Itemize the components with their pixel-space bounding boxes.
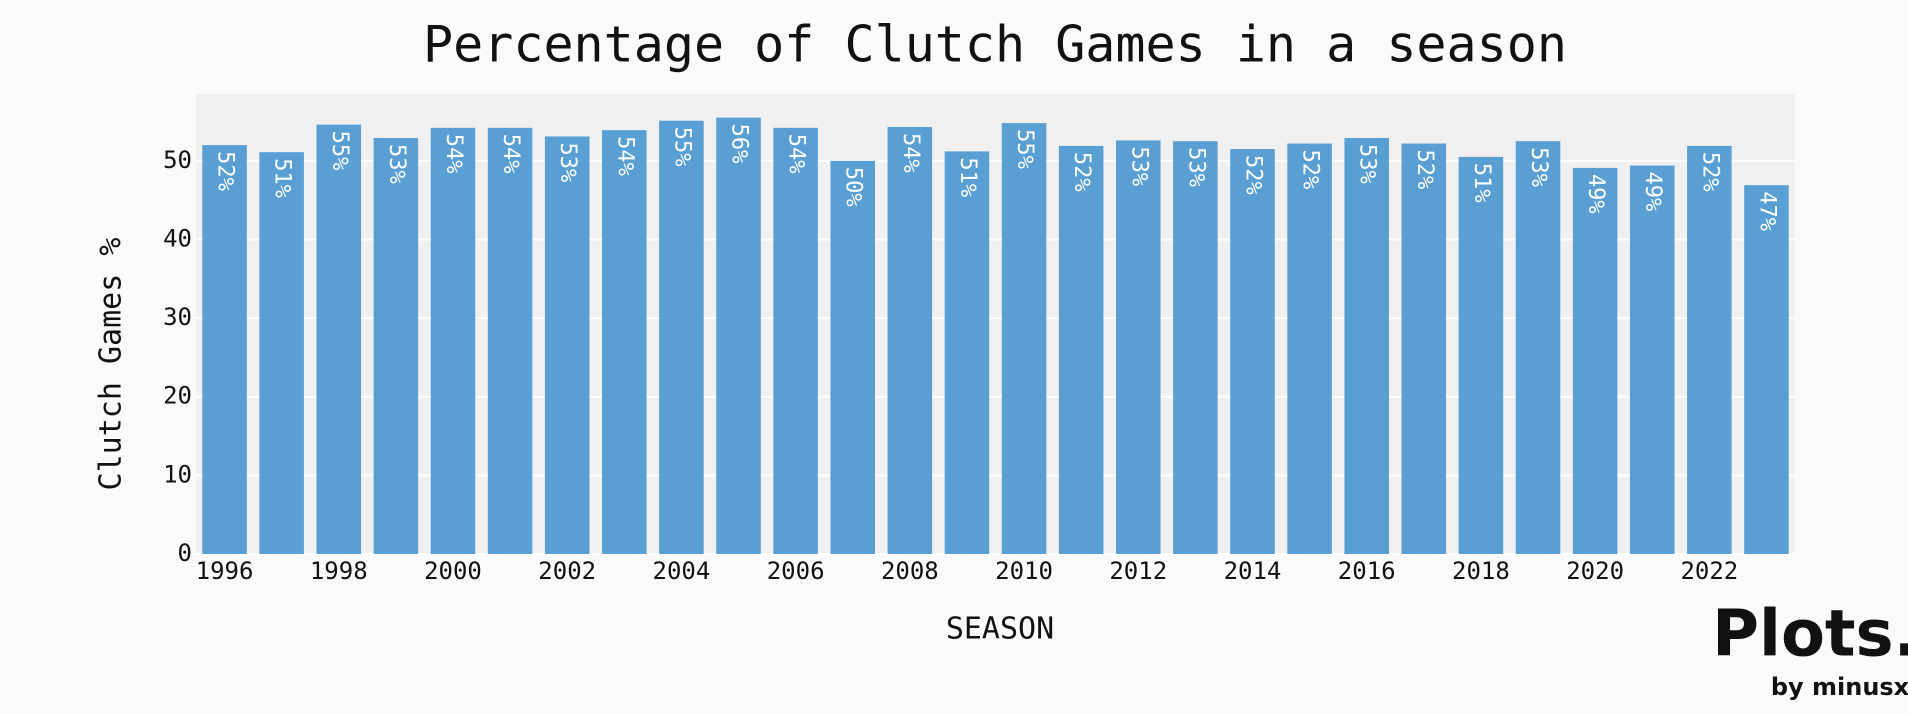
value-label: 52% [1298, 150, 1323, 190]
x-tick-label: 2016 [1338, 557, 1396, 585]
bar [373, 138, 419, 555]
bar [430, 127, 476, 555]
bar [1173, 141, 1218, 554]
x-tick-label: 2010 [995, 557, 1053, 585]
bar [1001, 123, 1047, 554]
value-label: 55% [1012, 129, 1037, 169]
bar [544, 136, 590, 554]
bar [1401, 143, 1447, 555]
value-label: 53% [1355, 144, 1380, 184]
y-tick-label: 40 [163, 224, 192, 252]
bar [887, 127, 933, 555]
bar [487, 127, 533, 555]
value-label: 53% [1526, 147, 1551, 187]
bar [1115, 140, 1161, 554]
x-tick-label: 2008 [881, 557, 939, 585]
value-label: 49% [1583, 174, 1608, 214]
bar [1058, 145, 1104, 554]
value-label: 49% [1640, 172, 1665, 212]
value-label: 51% [270, 158, 295, 198]
y-tick-label: 20 [163, 382, 192, 410]
value-label: 55% [327, 131, 352, 171]
x-tick-label: 2004 [653, 557, 711, 585]
value-label: 52% [1069, 152, 1094, 192]
bar [202, 145, 247, 554]
bar [1629, 165, 1675, 555]
value-label: 52% [1240, 155, 1265, 195]
bar [944, 151, 990, 554]
y-tick-label: 0 [178, 539, 192, 567]
value-label: 53% [384, 144, 409, 184]
y-axis-label: Clutch Games % [94, 238, 129, 491]
value-label: 53% [1126, 146, 1151, 186]
chart-title: Percentage of Clutch Games in a season [423, 16, 1567, 74]
x-axis-label: SEASON [946, 612, 1054, 647]
value-label: 52% [1412, 150, 1437, 190]
value-label: 52% [1697, 152, 1722, 192]
y-tick-label: 30 [163, 303, 192, 331]
x-tick-label: 1998 [310, 557, 368, 585]
bar [1458, 156, 1504, 554]
value-label: 53% [1183, 147, 1208, 187]
bar [659, 120, 704, 554]
value-label: 55% [669, 127, 694, 167]
y-tick-label: 10 [163, 460, 192, 488]
value-label: 47% [1754, 191, 1779, 231]
value-label: 54% [612, 136, 637, 176]
bar [1515, 141, 1561, 554]
bar [773, 127, 818, 555]
value-label: 50% [841, 167, 866, 207]
bar [316, 124, 362, 555]
bar [1230, 149, 1275, 555]
x-tick-label: 2006 [767, 557, 825, 585]
value-label: 54% [498, 134, 523, 174]
bar [1287, 143, 1332, 555]
x-tick-label: 2000 [424, 557, 482, 585]
value-label: 54% [441, 134, 466, 174]
x-tick-label: 2020 [1566, 557, 1624, 585]
bar [1687, 145, 1732, 554]
value-label: 53% [555, 142, 580, 182]
logo: Plots. [1712, 598, 1908, 672]
value-label: 51% [1469, 163, 1494, 203]
value-label: 54% [784, 134, 809, 174]
y-tick-label: 50 [163, 146, 192, 174]
bar [1572, 167, 1618, 554]
x-tick-label: 2022 [1680, 557, 1738, 585]
x-tick-label: 2014 [1224, 557, 1282, 585]
x-tick-label: 2002 [538, 557, 596, 585]
bar [259, 152, 304, 554]
bar [716, 117, 761, 554]
value-label: 52% [213, 151, 238, 191]
x-tick-label: 2018 [1452, 557, 1510, 585]
value-label: 51% [955, 157, 980, 197]
bar [1744, 185, 1789, 554]
value-label: 54% [898, 133, 923, 173]
value-label: 56% [727, 124, 752, 164]
bar [830, 160, 876, 555]
x-tick-label: 1996 [196, 557, 254, 585]
logo-byline: by minusx [1771, 673, 1908, 701]
bar [602, 130, 647, 554]
x-tick-label: 2012 [1109, 557, 1167, 585]
bar [1344, 138, 1389, 555]
